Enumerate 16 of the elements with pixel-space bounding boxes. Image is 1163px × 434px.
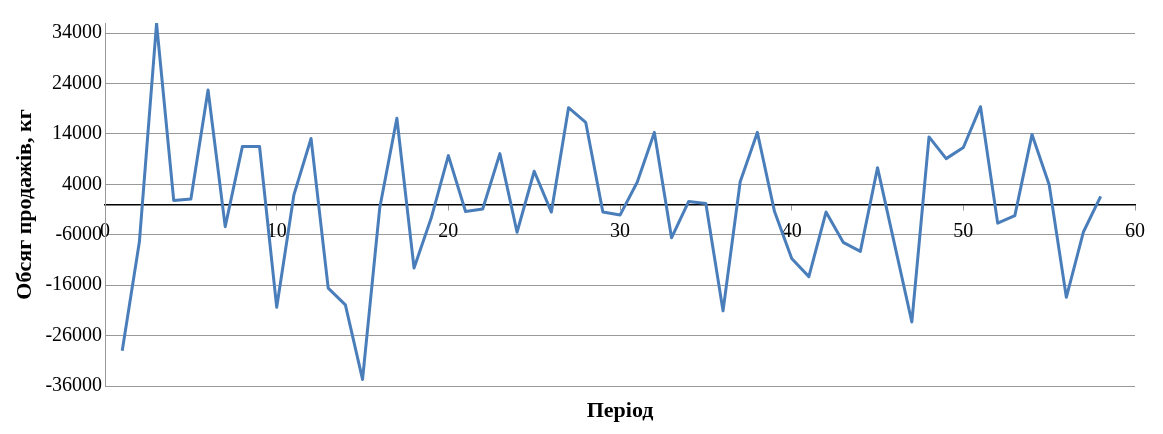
x-tick-label: 50 xyxy=(953,218,974,241)
y-tick-label: -36000 xyxy=(45,373,103,396)
x-tick-label: 10 xyxy=(266,218,287,241)
y-tick-label: -16000 xyxy=(45,272,103,295)
y-tick-label: 4000 xyxy=(62,171,103,194)
x-tick-label: 40 xyxy=(781,218,802,241)
x-tick-label: 30 xyxy=(610,218,631,241)
x-tick-label: 60 xyxy=(1125,218,1145,241)
y-tick-label: 34000 xyxy=(52,20,103,43)
y-tick-label: -26000 xyxy=(45,322,103,345)
y-tick-label: 14000 xyxy=(52,121,103,144)
x-tick-label: 0 xyxy=(100,218,111,241)
x-axis-title: Період xyxy=(586,396,654,422)
y-axis-title: Обсяг продажів, кг xyxy=(10,109,36,300)
y-tick-label: 24000 xyxy=(52,70,103,93)
x-tick-label: 20 xyxy=(438,218,459,241)
